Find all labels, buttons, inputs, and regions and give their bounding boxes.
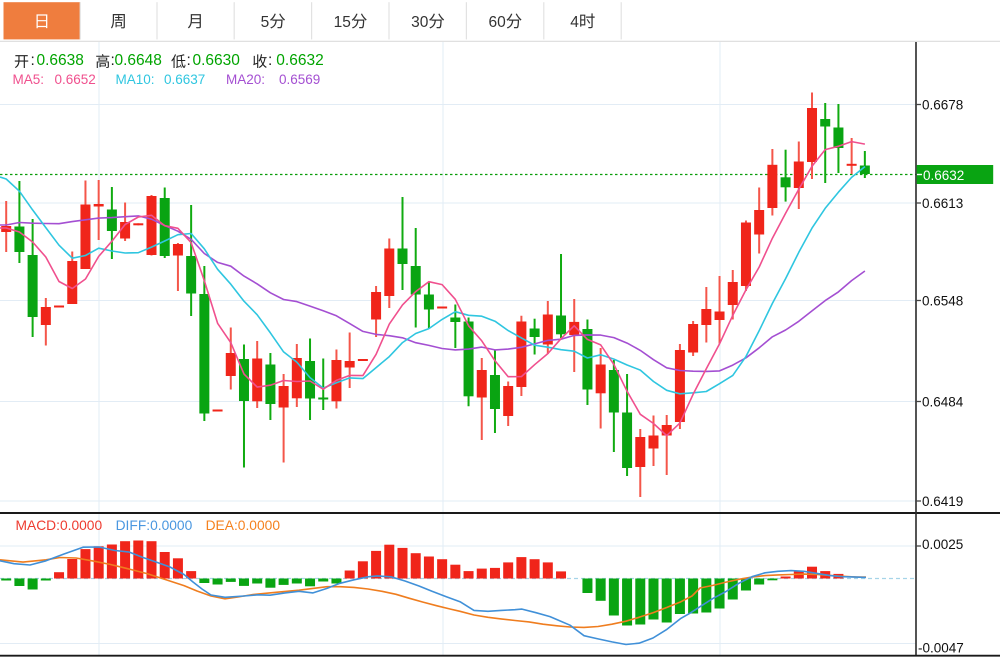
svg-text:0.6638: 0.6638 bbox=[37, 52, 84, 69]
svg-text::: : bbox=[187, 52, 191, 69]
svg-text:30: 30 bbox=[411, 14, 429, 31]
svg-text:0.6630: 0.6630 bbox=[193, 52, 241, 69]
svg-text:MACD:0.0000: MACD:0.0000 bbox=[16, 518, 103, 533]
svg-text:MA20:: MA20: bbox=[226, 72, 265, 87]
svg-text:MA10:: MA10: bbox=[116, 72, 155, 87]
svg-text:DEA:0.0000: DEA:0.0000 bbox=[206, 518, 281, 533]
svg-text:0.6652: 0.6652 bbox=[55, 72, 96, 87]
svg-text:MA5:: MA5: bbox=[13, 72, 45, 87]
svg-text::: : bbox=[31, 52, 35, 69]
svg-text:-0.0047: -0.0047 bbox=[918, 641, 964, 656]
svg-text:DIFF:0.0000: DIFF:0.0000 bbox=[116, 518, 193, 533]
svg-text:4: 4 bbox=[570, 14, 579, 31]
svg-text:5: 5 bbox=[261, 14, 270, 31]
svg-text:0.6678: 0.6678 bbox=[922, 97, 963, 112]
svg-text:60: 60 bbox=[488, 14, 506, 31]
svg-text:0.6613: 0.6613 bbox=[922, 196, 963, 211]
svg-text:0.6569: 0.6569 bbox=[279, 72, 320, 87]
svg-text:0.6637: 0.6637 bbox=[164, 72, 205, 87]
svg-text:0.6632: 0.6632 bbox=[276, 52, 323, 69]
svg-text:0.0025: 0.0025 bbox=[922, 537, 963, 552]
svg-text::: : bbox=[268, 52, 272, 69]
svg-text::: : bbox=[111, 52, 115, 69]
svg-text:0.6548: 0.6548 bbox=[922, 293, 963, 308]
svg-text:0.6419: 0.6419 bbox=[922, 494, 963, 509]
svg-text:0.6632: 0.6632 bbox=[923, 168, 964, 183]
svg-text:0.6648: 0.6648 bbox=[115, 52, 162, 69]
svg-text:0.6484: 0.6484 bbox=[922, 394, 964, 409]
svg-text:15: 15 bbox=[334, 14, 351, 31]
